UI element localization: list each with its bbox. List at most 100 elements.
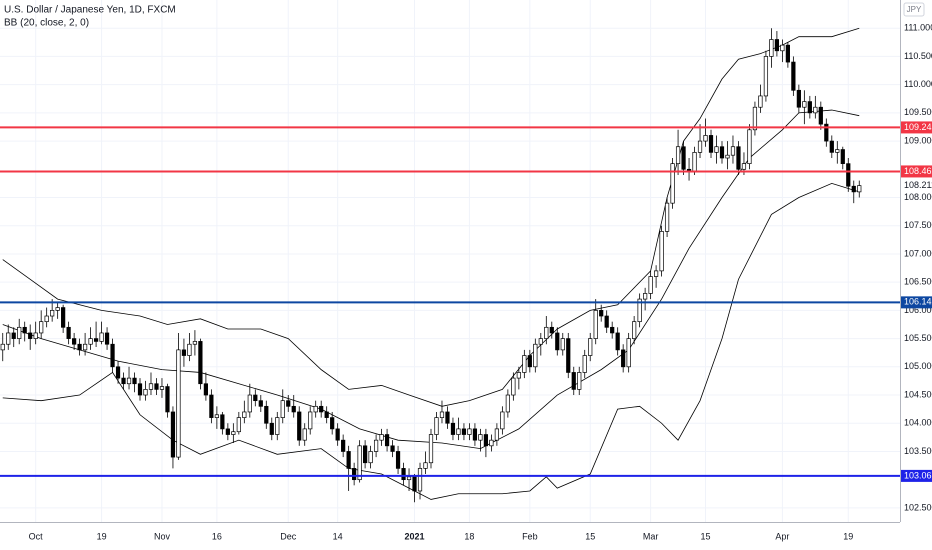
- candle-body: [352, 468, 357, 481]
- candle-body: [829, 140, 834, 153]
- candle-body: [395, 451, 401, 469]
- candle-body: [346, 451, 351, 469]
- level-label-bg: [901, 165, 932, 178]
- candle-body: [236, 417, 241, 433]
- x-tick-label: 19: [97, 531, 107, 541]
- candle-body: [494, 428, 499, 441]
- level-label-bg: [901, 121, 932, 134]
- candle-body: [99, 332, 104, 342]
- candle-body: [55, 307, 60, 311]
- level-label: 108.462: [904, 166, 932, 176]
- candle-body: [390, 445, 395, 452]
- candle-body: [434, 417, 439, 435]
- candle-body: [697, 140, 703, 153]
- candle-body: [659, 231, 664, 272]
- x-tick-label: Mar: [643, 531, 659, 541]
- candle-body: [291, 405, 296, 413]
- candle-body: [599, 310, 604, 317]
- candle-body: [500, 411, 505, 430]
- candle-body: [302, 428, 307, 441]
- candle-body: [670, 163, 675, 204]
- candle-body: [428, 434, 434, 464]
- last-price-bg: [901, 179, 932, 192]
- candle-body: [170, 411, 176, 458]
- candle-body: [582, 355, 587, 373]
- candle-body: [675, 146, 681, 165]
- candle-body: [33, 332, 38, 339]
- x-tick-label: 14: [333, 531, 343, 541]
- candle-body: [401, 468, 406, 481]
- currency-label[interactable]: JPY: [907, 5, 922, 14]
- candle-body: [571, 372, 576, 390]
- y-tick-label: 109.500: [904, 107, 932, 117]
- candle-body: [835, 149, 840, 153]
- candle-body: [379, 434, 384, 441]
- y-tick-label: 110.000: [904, 79, 932, 89]
- y-tick-label: 106.500: [904, 277, 932, 287]
- candle-body: [747, 129, 752, 165]
- candle-body: [533, 343, 538, 368]
- y-tick-label: 104.000: [904, 418, 932, 428]
- candle-body: [615, 332, 620, 351]
- candle-body: [780, 44, 785, 52]
- candle-body: [253, 394, 258, 402]
- candle-body: [632, 321, 637, 339]
- candle-body: [50, 310, 55, 317]
- candle-body: [846, 163, 851, 187]
- candle-body: [417, 468, 423, 492]
- candle-body: [593, 310, 598, 339]
- candle-body: [406, 476, 412, 481]
- level-label: 106.142: [904, 297, 932, 307]
- candle-body: [39, 321, 44, 334]
- candle-body: [341, 439, 346, 452]
- candle-body: [44, 315, 49, 323]
- candle-body: [269, 422, 274, 435]
- candle-body: [714, 146, 719, 153]
- candle-body: [286, 400, 291, 407]
- candle-body: [264, 405, 269, 424]
- candle-body: [439, 411, 445, 418]
- candle-body: [703, 135, 708, 142]
- indicator-label: BB (20, close, 2, 0): [4, 18, 89, 29]
- last-price-label: 108.211: [904, 180, 932, 190]
- candle-body: [604, 315, 609, 328]
- level-label-bg: [901, 296, 932, 309]
- candle-body: [505, 394, 510, 413]
- candle-body: [77, 343, 82, 351]
- candle-body: [165, 386, 170, 413]
- candle-body: [588, 338, 593, 356]
- level-label: 109.242: [904, 122, 932, 132]
- candle-body: [28, 332, 33, 339]
- bollinger-band: [2, 109, 860, 450]
- candle-body: [88, 338, 93, 345]
- x-tick-label: Dec: [280, 531, 297, 541]
- candle-body: [516, 372, 521, 379]
- x-tick-label: 2021: [405, 531, 425, 541]
- candle-body: [544, 326, 549, 339]
- x-tick-label: 18: [464, 531, 474, 541]
- candle-body: [664, 202, 670, 232]
- candle-body: [143, 389, 148, 396]
- candle-body: [225, 428, 230, 435]
- candle-body: [736, 146, 741, 170]
- candle-body: [324, 411, 329, 418]
- candle-body: [648, 276, 653, 294]
- candle-body: [176, 349, 181, 458]
- candle-body: [154, 383, 159, 390]
- y-tick-label: 111.000: [904, 23, 932, 33]
- y-tick-label: 104.500: [904, 389, 932, 399]
- currency-button[interactable]: [903, 2, 925, 17]
- candle-body: [813, 106, 818, 114]
- grid: [0, 0, 900, 522]
- candle-body: [752, 106, 758, 131]
- candle-body: [126, 377, 132, 385]
- y-tick-label: 109.000: [904, 135, 932, 145]
- candle-body: [725, 154, 730, 159]
- candle-body: [363, 445, 368, 464]
- candle-body: [824, 123, 829, 142]
- candle-body: [93, 338, 99, 342]
- candle-body: [308, 411, 313, 430]
- candle-body: [840, 149, 845, 165]
- candle-body: [643, 293, 648, 300]
